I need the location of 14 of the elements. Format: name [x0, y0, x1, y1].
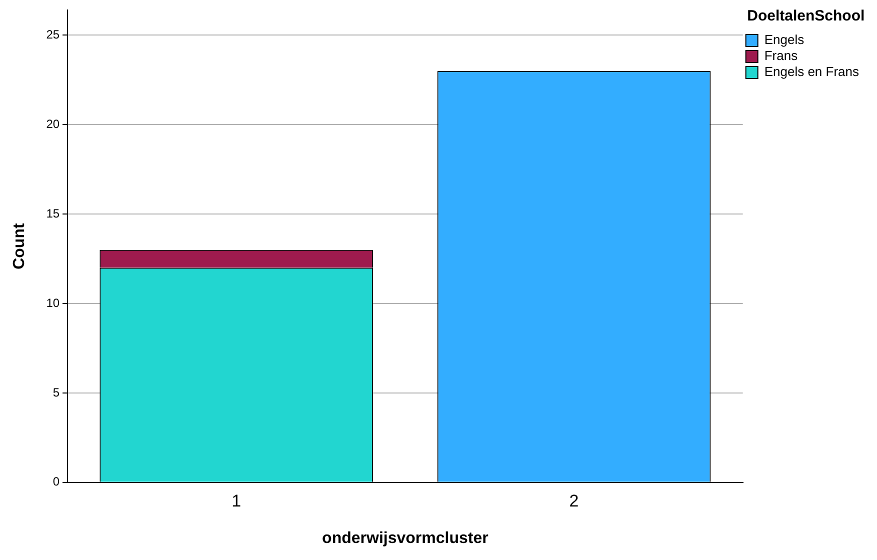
x-axis-title: onderwijsvormcluster — [322, 530, 488, 547]
y-tick-label: 5 — [52, 385, 60, 400]
y-tick-label: 20 — [46, 116, 60, 131]
y-axis-title: Count — [11, 222, 28, 270]
y-tick-label: 15 — [46, 206, 60, 220]
x-tick-label: 1 — [232, 491, 242, 510]
y-tick-label: 25 — [46, 28, 60, 42]
legend-label: Engels en Frans — [764, 64, 860, 80]
y-tick-label: 0 — [52, 474, 60, 489]
legend-label: Frans — [764, 48, 798, 64]
legend-label: Engels — [764, 32, 805, 48]
y-tick-label: 10 — [46, 296, 60, 310]
x-tick-label: 2 — [569, 491, 579, 510]
legend-title: DoeltalenSchool — [747, 8, 865, 25]
